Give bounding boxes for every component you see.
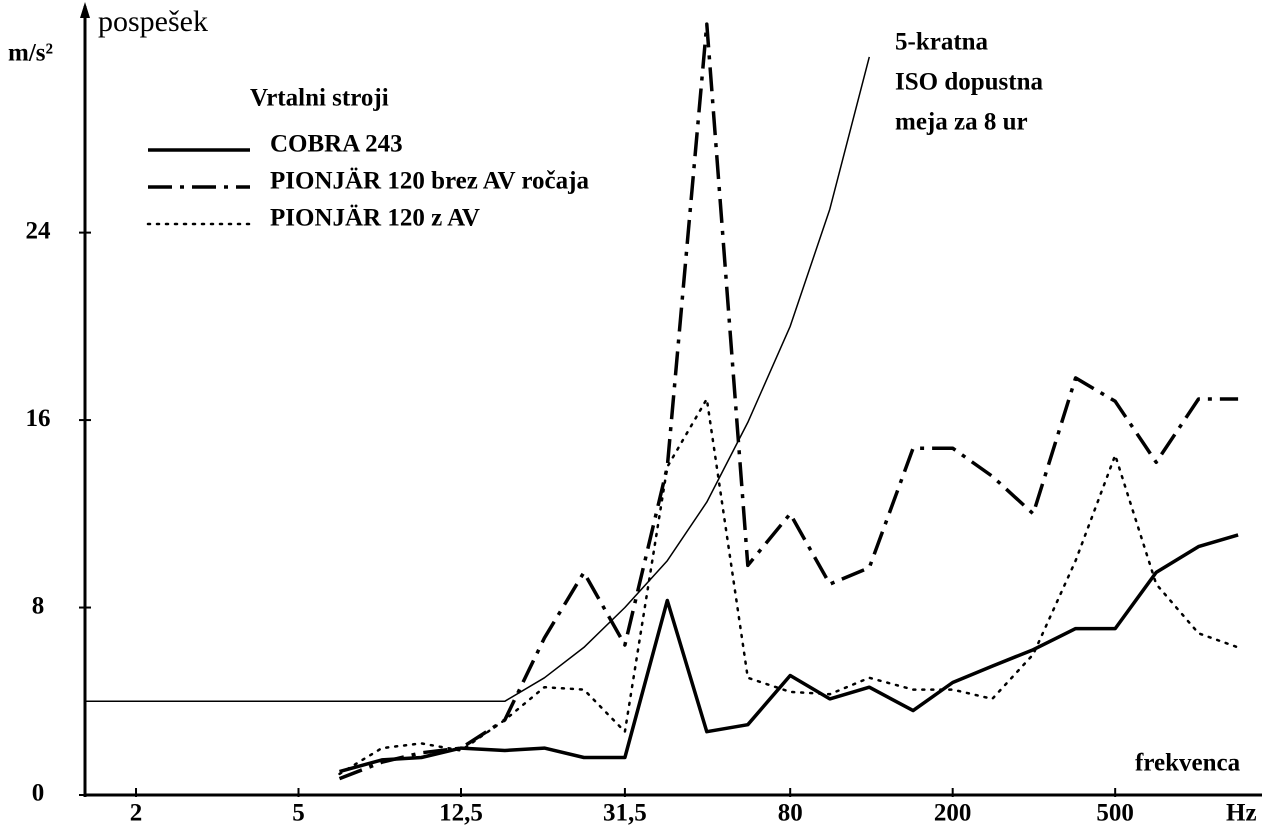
x-tick-label: 12,5 [439,800,483,827]
y-tick-label: 8 [32,592,45,619]
series-line [85,56,871,703]
x-tick-label: 80 [778,800,803,827]
x-tick-label: 500 [1096,800,1134,827]
x-tick-label: 200 [934,800,972,827]
series-line [338,22,1239,781]
legend-title: Vrtalni stroji [250,85,389,112]
series-line [339,533,1239,774]
x-axis-unit: Hz [1226,800,1257,827]
x-tick-label: 31,5 [603,800,647,827]
y-axis-arrow [80,2,90,18]
x-tick-label: 5 [292,800,305,827]
y-tick-label: 16 [26,405,51,432]
y-tick-label: 24 [26,217,52,244]
x-tick-label: 2 [130,800,143,827]
legend-label: COBRA 243 [270,131,403,158]
y-axis-label: pospešek [98,5,208,38]
annotation: 5-kratna [895,29,989,56]
y-axis-unit: m/s² [8,40,53,67]
series-line [338,397,1240,776]
legend-label: PIONJÄR 120 z AV [270,205,480,232]
y-tick-label: 0 [32,780,45,807]
legend-label: PIONJÄR 120 brez AV ročaja [270,168,589,195]
annotation: meja za 8 ur [895,109,1028,136]
x-axis-label: frekvenca [1135,750,1241,777]
annotation: ISO dopustna [895,69,1043,96]
